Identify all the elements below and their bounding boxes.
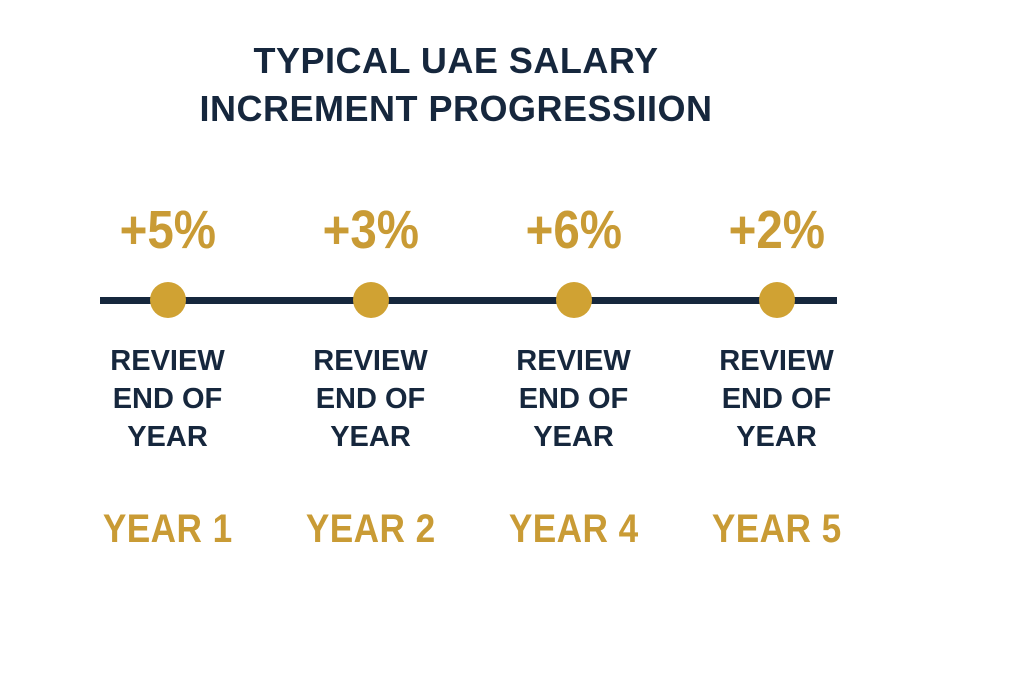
year-label: YEAR 2: [305, 507, 436, 551]
year-cell-1: YEAR 1: [66, 506, 269, 552]
review-line: END OF: [518, 383, 629, 415]
review-line: REVIEW: [516, 345, 631, 377]
content-area: TYPICAL UAE SALARY INCREMENT PROGRESSIIO…: [66, 0, 878, 682]
increment-cell-year4: +6%: [472, 200, 675, 260]
timeline-marker-dot-icon: [352, 282, 389, 318]
title-line-1: TYPICAL UAE SALARY: [253, 40, 659, 81]
review-line: YEAR: [736, 421, 817, 453]
year-label: YEAR 5: [711, 507, 842, 551]
marker-cell-year4: [472, 282, 675, 318]
increment-value: +2%: [728, 200, 825, 260]
increment-row: +5% +3% +6% +2%: [66, 200, 878, 260]
marker-cell-year1: [66, 282, 269, 318]
year-label: YEAR 1: [102, 507, 233, 551]
year-cell-2: YEAR 2: [269, 506, 472, 552]
year-label: YEAR 4: [508, 507, 639, 551]
increment-cell-year2: +3%: [269, 200, 472, 260]
increment-value: +3%: [322, 200, 419, 260]
review-row: REVIEW END OF YEAR REVIEW END OF YEAR RE…: [66, 342, 878, 456]
review-label-year1: REVIEW END OF YEAR: [66, 342, 269, 456]
timeline-marker-dot-icon: [758, 282, 795, 318]
timeline-line: [100, 297, 837, 304]
review-label-year5: REVIEW END OF YEAR: [675, 342, 878, 456]
timeline-marker-dot-icon: [149, 282, 186, 318]
timeline-marker-dot-icon: [555, 282, 592, 318]
marker-cell-year5: [675, 282, 878, 318]
timeline-markers: [66, 282, 878, 318]
title-line-2: INCREMENT PROGRESSIION: [199, 88, 713, 129]
review-label-year4: REVIEW END OF YEAR: [472, 342, 675, 456]
increment-cell-year5: +2%: [675, 200, 878, 260]
year-cell-4: YEAR 4: [472, 506, 675, 552]
review-line: END OF: [112, 383, 223, 415]
review-line: YEAR: [330, 421, 411, 453]
marker-cell-year2: [269, 282, 472, 318]
review-line: END OF: [315, 383, 426, 415]
review-line: REVIEW: [110, 345, 225, 377]
review-line: REVIEW: [313, 345, 428, 377]
review-line: REVIEW: [719, 345, 834, 377]
increment-cell-year1: +5%: [66, 200, 269, 260]
increment-value: +6%: [525, 200, 622, 260]
review-line: YEAR: [533, 421, 614, 453]
page-title: TYPICAL UAE SALARY INCREMENT PROGRESSIIO…: [50, 37, 862, 133]
year-cell-5: YEAR 5: [675, 506, 878, 552]
review-line: END OF: [721, 383, 832, 415]
review-label-year2: REVIEW END OF YEAR: [269, 342, 472, 456]
increment-value: +5%: [119, 200, 216, 260]
year-row: YEAR 1 YEAR 2 YEAR 4 YEAR 5: [66, 506, 878, 552]
review-line: YEAR: [127, 421, 208, 453]
